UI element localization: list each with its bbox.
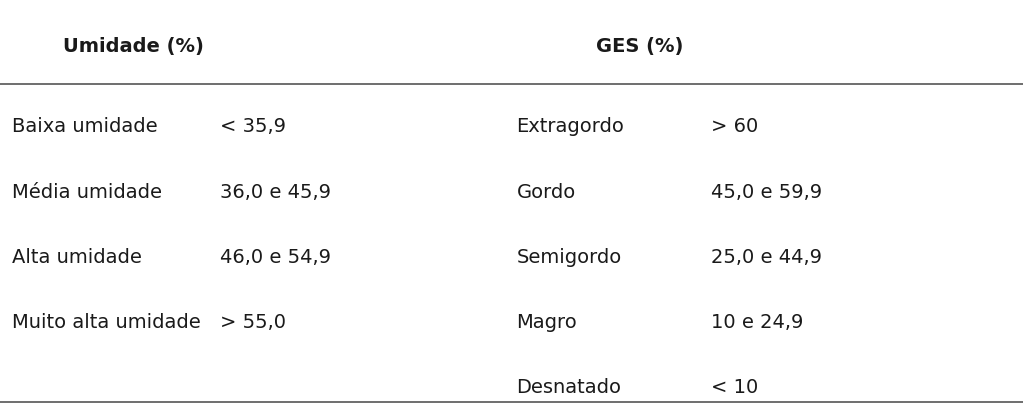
Text: Umidade (%): Umidade (%): [62, 37, 204, 56]
Text: Semigordo: Semigordo: [517, 248, 622, 267]
Text: Gordo: Gordo: [517, 183, 576, 201]
Text: Magro: Magro: [517, 313, 577, 332]
Text: > 60: > 60: [711, 117, 758, 136]
Text: Muito alta umidade: Muito alta umidade: [12, 313, 202, 332]
Text: > 55,0: > 55,0: [220, 313, 286, 332]
Text: 10 e 24,9: 10 e 24,9: [711, 313, 803, 332]
Text: 45,0 e 59,9: 45,0 e 59,9: [711, 183, 822, 201]
Text: Média umidade: Média umidade: [12, 183, 163, 201]
Text: GES (%): GES (%): [595, 37, 683, 56]
Text: 46,0 e 54,9: 46,0 e 54,9: [220, 248, 331, 267]
Text: < 35,9: < 35,9: [220, 117, 286, 136]
Text: Baixa umidade: Baixa umidade: [12, 117, 158, 136]
Text: < 10: < 10: [711, 378, 758, 397]
Text: Alta umidade: Alta umidade: [12, 248, 142, 267]
Text: Desnatado: Desnatado: [517, 378, 622, 397]
Text: Extragordo: Extragordo: [517, 117, 624, 136]
Text: 36,0 e 45,9: 36,0 e 45,9: [220, 183, 331, 201]
Text: 25,0 e 44,9: 25,0 e 44,9: [711, 248, 822, 267]
